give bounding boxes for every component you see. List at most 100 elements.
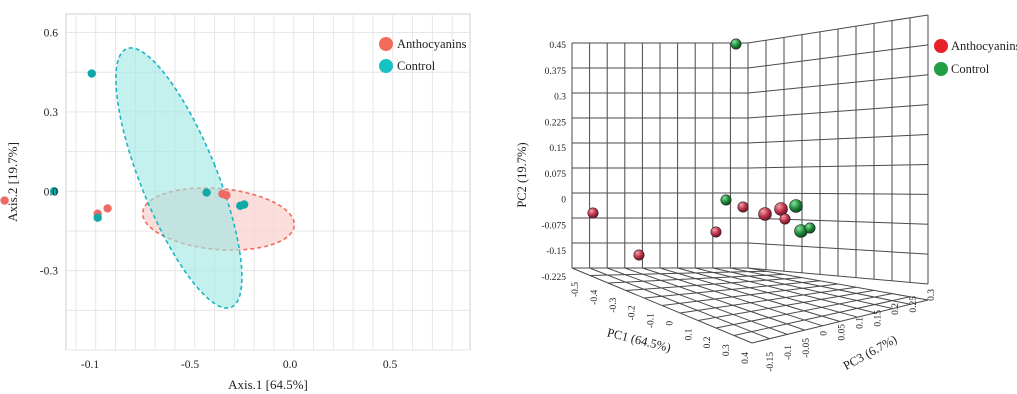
x-tick-label: -0.1 [81,359,99,371]
point3d-anthocyanins [633,249,645,261]
legend-label-anthocyanins: Anthocyanins [397,37,467,51]
pc2-tick-label: 0.375 [545,67,567,77]
pc3-tick-label: 0.05 [838,324,848,341]
legend: Anthocyanins Control [379,37,467,73]
right-wall-h-line [747,104,929,119]
legend-marker-control [379,59,393,73]
pc3-tick-label: 0.2 [891,303,901,315]
floor-line-b [715,293,893,329]
right-wall-h-line [747,267,929,285]
legend-marker-control [934,62,948,76]
legend-label-control: Control [951,62,990,76]
right-wall-h-line [747,242,929,255]
right-wall-h-line [747,134,929,144]
x-tick-label: -0.5 [181,359,199,371]
3d-tick-labels: 0.45 0.375 0.3 0.225 0.15 0.075 0 -0.075 -0.15 -0… [541,41,937,372]
legend-label-anthocyanins: Anthocyanins [951,39,1017,53]
pc3-tick-label: 0.15 [873,310,883,327]
pc3-tick-label: -0.15 [766,352,776,372]
x-tick-labels: -0.1 -0.5 0.0 0.5 [81,359,398,371]
legend-marker-anthocyanins [934,39,948,53]
3d-data-points [587,38,816,261]
x-tick-label: 0.0 [283,359,298,371]
point-anthocyanins [103,204,112,213]
point3d-anthocyanins [779,213,791,225]
floor-line-b [733,296,911,336]
pc1-tick-label: 0.4 [741,352,751,364]
pc2-tick-label: 0.3 [554,93,566,103]
right-wall-h-line [747,14,929,44]
point-anthocyanins [222,191,231,200]
pca-3d-chart: 0.45 0.375 0.3 0.225 0.15 0.075 0 -0.075 -0.15 -0… [515,14,1017,373]
pc2-tick-label: -0.225 [541,273,566,283]
ellipse-control [115,47,243,309]
pc3-tick-label: -0.05 [802,338,812,358]
right-wall-h-line [747,192,929,195]
pc3-tick-label: 0.3 [927,289,937,301]
y-tick-label: -0.3 [40,266,58,278]
pc3-tick-label: 0 [820,331,830,336]
floor-line-b [607,273,785,284]
point3d-anthocyanins [758,207,772,221]
y-tick-label: 0.6 [44,28,59,40]
pcoa-2d-chart: 0.6 0.3 0.0 -0.3 -0.1 -0.5 0.0 0.5 Axis.1 [64.… [0,13,471,392]
legend-marker-anthocyanins [379,37,393,51]
pc1-tick-label: 0.1 [684,328,694,340]
pc2-axis-label: PC2 (19.7%) [515,142,529,207]
pc3-tick-label: 0.1 [855,317,865,329]
pc2-tick-label: -0.075 [541,221,566,231]
point-control [240,200,249,209]
floor-line-b [697,289,875,321]
point-control [87,69,96,78]
pc1-tick-label: -0.3 [609,297,619,312]
pc2-tick-label: 0.15 [549,144,566,154]
right-wall-h-line [747,217,929,225]
pc1-tick-label: 0.3 [722,344,732,356]
data-points [0,69,249,222]
floor-line-b [589,270,767,276]
floor-line-b [661,283,839,306]
y-axis-label: Axis.2 [19.7%] [5,142,20,222]
floor-line-b [679,286,857,314]
right-wall-h-line [747,163,929,169]
3d-grid-walls [571,14,929,344]
y-tick-labels: 0.6 0.3 0.0 -0.3 [40,28,58,278]
legend-label-control: Control [397,59,436,73]
point3d-anthocyanins [737,201,749,213]
legend-3d: Anthocyanins Control [934,39,1017,76]
y-tick-label: 0.3 [44,107,59,119]
pc3-axis-label: PC3 (6.7%) [841,332,899,373]
y-tick-label: 0.0 [44,186,59,198]
pc1-tick-label: 0 [665,321,675,326]
point3d-control [730,38,742,50]
pc1-tick-label: -0.5 [571,282,581,297]
pc2-tick-label: 0.225 [545,118,567,128]
point3d-control [720,194,732,206]
pc3-tick-label: -0.1 [784,345,794,360]
point3d-anthocyanins [710,226,722,238]
pc2-tick-label: -0.15 [546,247,566,257]
pc2-tick-label: 0.075 [545,170,567,180]
x-axis-label: Axis.1 [64.5%] [228,377,308,392]
point3d-control [789,199,803,213]
pc1-tick-label: -0.2 [628,305,638,320]
point-control [49,187,59,196]
confidence-ellipses [115,47,296,309]
right-wall-h-line [747,74,929,94]
x-tick-label: 0.5 [383,359,398,371]
pc1-tick-label: 0.2 [703,336,713,348]
floor-line-b [751,299,929,344]
pc1-tick-label: -0.1 [647,313,657,328]
floor-line-b [625,277,803,291]
point3d-control [804,222,816,234]
pc2-tick-label: 0 [561,196,566,206]
point-anthocyanins [0,196,9,205]
pc1-tick-label: -0.4 [590,290,600,305]
right-wall-h-line [747,44,929,69]
pc1-axis-label: PC1 (64.5%) [606,325,673,354]
point-control [202,188,211,197]
pc3-tick-label: 0.25 [909,296,919,313]
floor-line-b [643,280,821,299]
point3d-anthocyanins [587,207,599,219]
